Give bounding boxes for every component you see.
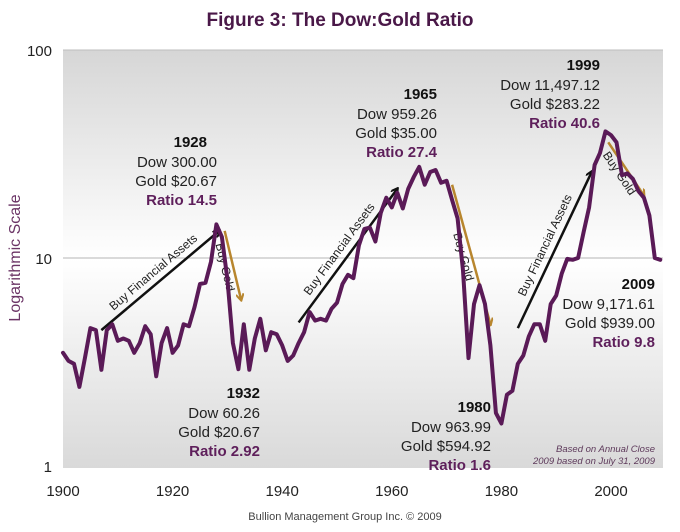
series-line-dow-gold-ratio (61, 129, 663, 426)
annotation-ratio: Ratio 27.4 (366, 144, 438, 161)
y-axis-label: Logarithmic Scale (7, 194, 24, 321)
annotation-ratio: Ratio 9.8 (592, 334, 655, 351)
annotation-1932: 1932 Dow 60.26 Gold $20.67 Ratio 2.92 (178, 385, 260, 460)
annotation-ratio: Ratio 2.92 (189, 443, 260, 460)
annotation-1965: 1965 Dow 959.26 Gold $35.00 Ratio 27.4 (355, 86, 437, 161)
x-tick-label: 1960 (375, 483, 408, 500)
annotation-ratio: Ratio 40.6 (529, 115, 600, 132)
x-tick-label: 1900 (46, 483, 79, 500)
x-tick-label: 1980 (485, 483, 518, 500)
annotation-year: 1928 (174, 134, 207, 151)
note-2009-basis: 2009 based on July 31, 2009 (532, 456, 656, 467)
annotation-gold: Gold $35.00 (355, 125, 437, 142)
annotation-gold: Gold $594.92 (401, 438, 491, 455)
y-tick-label: 10 (35, 251, 52, 268)
buy-gold-arrow (223, 230, 241, 300)
annotation-1980: 1980 Dow 963.99 Gold $594.92 Ratio 1.6 (401, 399, 491, 474)
annotation-1999: 1999 Dow 11,497.12 Gold $283.22 Ratio 40… (500, 57, 600, 132)
annotation-year: 1980 (458, 399, 491, 416)
annotation-year: 1965 (404, 86, 437, 103)
annotation-dow: Dow 300.00 (137, 154, 217, 171)
annotation-dow: Dow 959.26 (357, 106, 437, 123)
annotation-year: 1932 (227, 385, 260, 402)
annotation-year: 2009 (622, 276, 655, 293)
annotation-dow: Dow 11,497.12 (500, 77, 600, 94)
buy-financial-assets-arrow (100, 231, 219, 332)
annotation-ratio: Ratio 1.6 (428, 457, 491, 474)
annotation-gold: Gold $20.67 (178, 424, 260, 441)
credit-text: Bullion Management Group Inc. © 2009 (248, 511, 441, 523)
y-tick-label: 100 (27, 43, 52, 60)
buy-financial-assets-arrow (516, 172, 592, 329)
x-tick-label: 1920 (156, 483, 189, 500)
annotation-gold: Gold $20.67 (135, 173, 217, 190)
annotation-1928: 1928 Dow 300.00 Gold $20.67 Ratio 14.5 (135, 134, 217, 209)
x-tick-label: 2000 (594, 483, 627, 500)
annotation-gold: Gold $283.22 (510, 96, 600, 113)
annotation-gold: Gold $939.00 (565, 315, 655, 332)
y-tick-label: 1 (44, 459, 52, 476)
annotation-year: 1999 (567, 57, 600, 74)
note-annual-close: Based on Annual Close (556, 444, 655, 455)
annotation-dow: Dow 9,171.61 (562, 296, 655, 313)
annotation-2009: 2009 Dow 9,171.61 Gold $939.00 Ratio 9.8 (562, 276, 655, 351)
chart-title: Figure 3: The Dow:Gold Ratio (206, 10, 473, 31)
x-tick-label: 1940 (266, 483, 299, 500)
annotation-ratio: Ratio 14.5 (146, 192, 217, 209)
plot-area (63, 50, 663, 468)
annotation-dow: Dow 963.99 (411, 419, 491, 436)
annotation-dow: Dow 60.26 (188, 405, 260, 422)
